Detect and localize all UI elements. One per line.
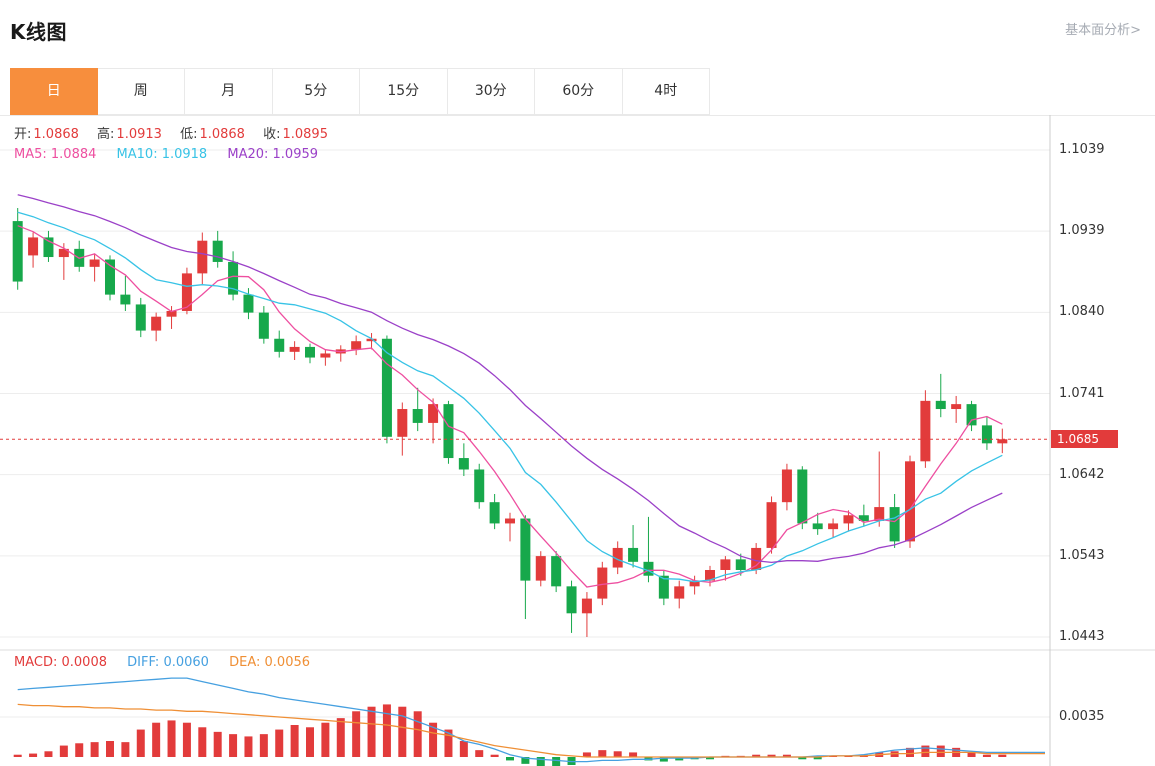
y-axis-label: 1.0840: [1059, 304, 1105, 320]
close-value: 1.0895: [282, 127, 328, 142]
open-label: 开:: [14, 127, 32, 142]
tab-week[interactable]: 周: [97, 68, 185, 115]
ma-legend: MA5: 1.0884 MA10: 1.0918 MA20: 1.0959: [14, 147, 318, 162]
diff-label: DIFF:: [127, 655, 160, 670]
tab-day[interactable]: 日: [10, 68, 98, 115]
y-axis-label: 1.0443: [1059, 629, 1105, 644]
ma20-label: MA20:: [227, 147, 269, 162]
chart-canvas[interactable]: [0, 115, 1155, 766]
tab-5min[interactable]: 5分: [272, 68, 360, 115]
tab-4hour[interactable]: 4时: [622, 68, 710, 115]
ma5-value: 1.0884: [50, 147, 97, 162]
macd-axis-label: 0.0035: [1059, 709, 1105, 724]
ma10-label: MA10:: [116, 147, 158, 162]
y-axis: 1.1039 1.0939 1.0840 1.0741 1.0642 1.0543 1.04…: [1059, 115, 1155, 766]
dea-value: 0.0056: [264, 655, 311, 670]
ohlc-legend: 开: 1.0868 高: 1.0913 低: 1.0868 收: 1.0895: [14, 123, 342, 142]
low-label: 低:: [180, 127, 198, 142]
low-value: 1.0868: [199, 127, 245, 142]
dea-label: DEA:: [229, 655, 261, 670]
fundamental-analysis-link[interactable]: 基本面分析>: [1065, 23, 1141, 38]
macd-label: MACD:: [14, 655, 58, 670]
y-axis-label: 1.0642: [1059, 466, 1105, 482]
tab-month[interactable]: 月: [185, 68, 273, 115]
y-axis-label: 1.0939: [1059, 223, 1105, 239]
close-label: 收:: [263, 127, 281, 142]
tab-60min[interactable]: 60分: [535, 68, 623, 115]
interval-tabs: 日周月 5分 15分 30分 60分 4时: [10, 68, 1155, 115]
y-axis-label: 1.0741: [1059, 385, 1105, 401]
tab-30min[interactable]: 30分: [447, 68, 535, 115]
macd-value: 0.0008: [61, 655, 108, 670]
ma5-label: MA5:: [14, 147, 47, 162]
y-axis-label: 1.1039: [1059, 142, 1105, 157]
high-value: 1.0913: [116, 127, 162, 142]
page-title: K线图: [10, 20, 67, 44]
high-label: 高:: [97, 127, 115, 142]
current-price-tag: 1.0685: [1051, 430, 1118, 449]
open-value: 1.0868: [33, 127, 79, 142]
ma10-value: 1.0918: [161, 147, 208, 162]
y-axis-label: 1.0543: [1059, 547, 1105, 563]
diff-value: 0.0060: [163, 655, 209, 670]
page-header: K线图 基本面分析>: [0, 0, 1155, 68]
kline-chart[interactable]: 开: 1.0868 高: 1.0913 低: 1.0868 收: 1.0895 MA5:…: [0, 115, 1155, 766]
tab-15min[interactable]: 15分: [360, 68, 448, 115]
macd-legend: MACD: 0.0008 DIFF: 0.0060 DEA: 0.0056: [14, 655, 310, 670]
ma20-value: 1.0959: [272, 147, 319, 162]
